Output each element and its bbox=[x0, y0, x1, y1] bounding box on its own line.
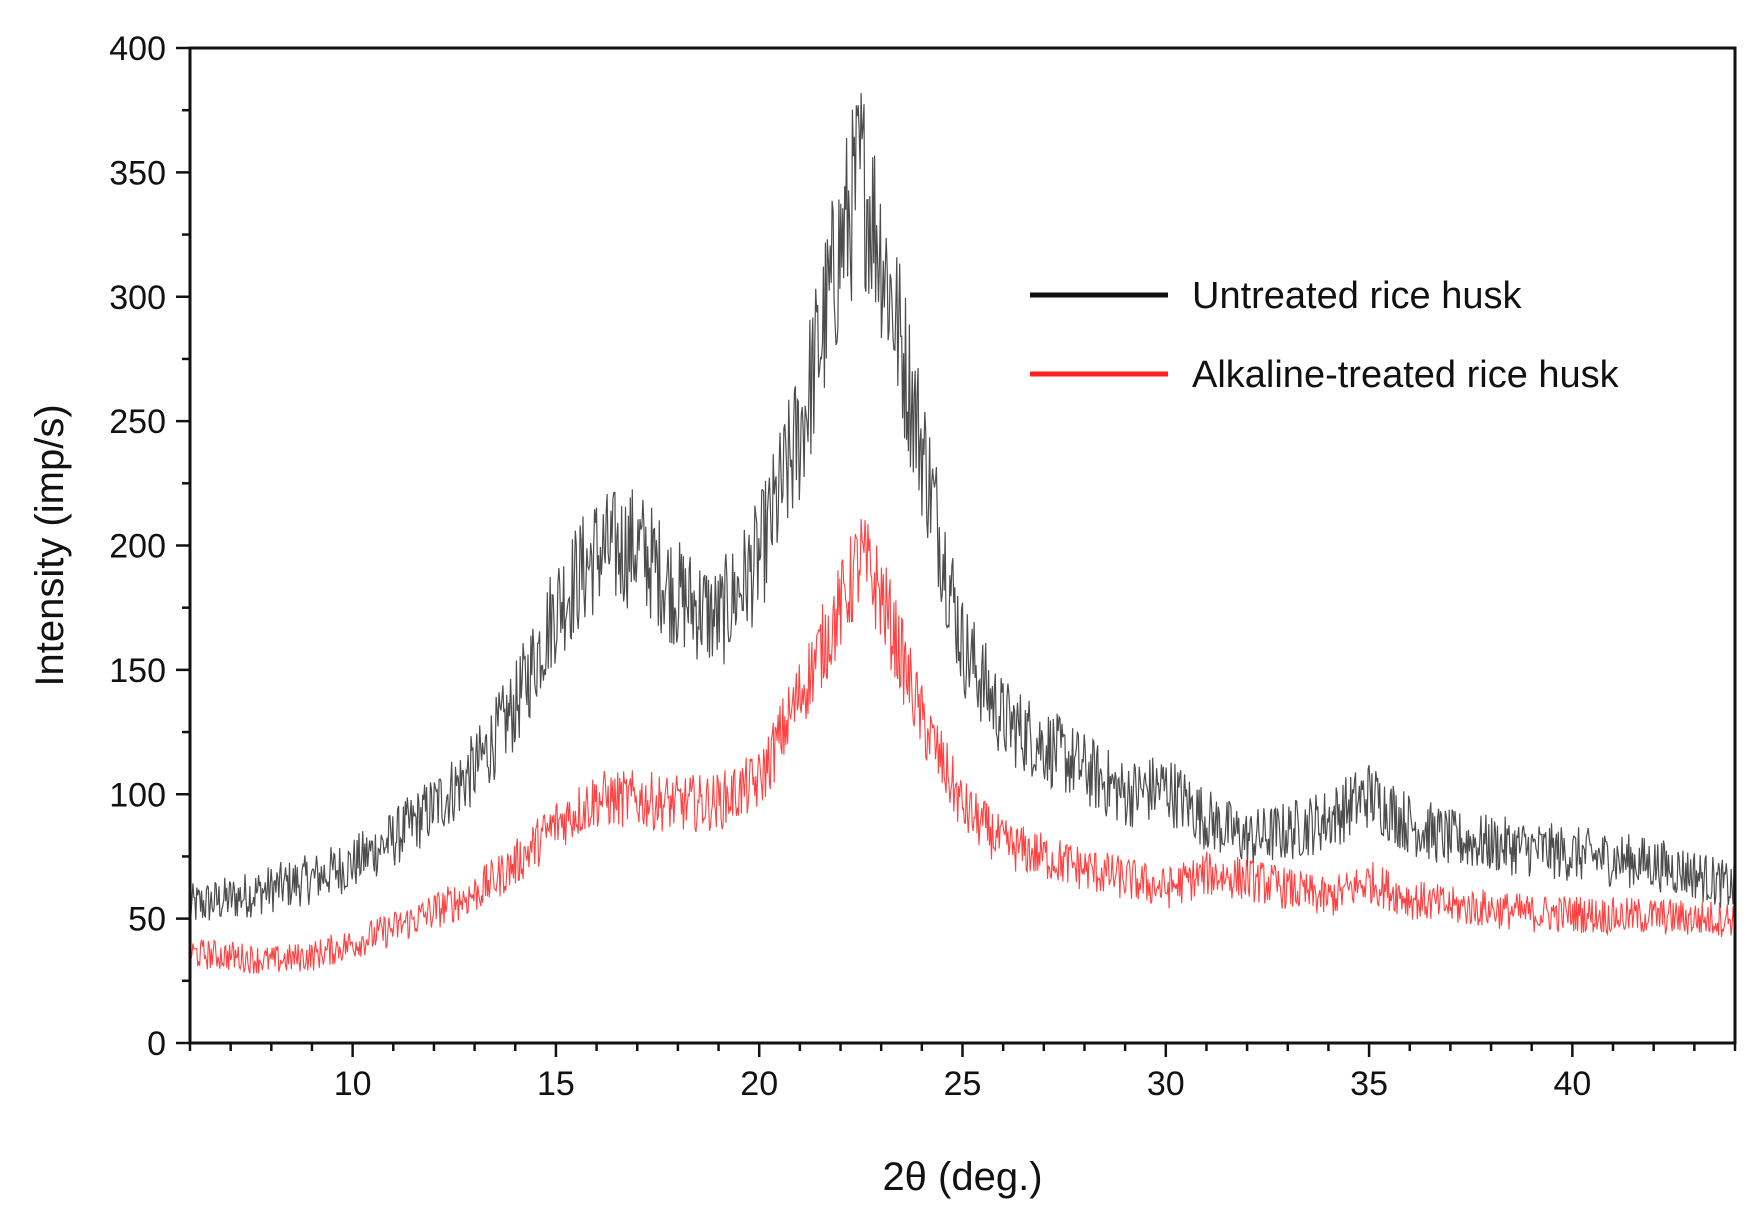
x-axis-title: 2θ (deg.) bbox=[882, 1155, 1042, 1199]
y-tick-label-50: 50 bbox=[128, 901, 166, 939]
series-line-alkaline-treated-rice-husk bbox=[190, 518, 1735, 974]
plot-frame bbox=[188, 46, 1737, 1045]
y-tick-label-200: 200 bbox=[109, 528, 166, 566]
y-tick-label-350: 350 bbox=[109, 154, 166, 192]
series-line-untreated-rice-husk bbox=[190, 92, 1735, 921]
y-tick-label-400: 400 bbox=[109, 30, 166, 68]
y-axis-title: Intensity (imp/s) bbox=[28, 404, 72, 686]
y-tick-label-250: 250 bbox=[109, 403, 166, 441]
legend-label-untreated-rice-husk: Untreated rice husk bbox=[1192, 275, 1522, 317]
x-axis: 10 15 20 25 30 35 40 bbox=[188, 1043, 1737, 1103]
x-tick-label-35: 35 bbox=[1350, 1065, 1388, 1103]
x-tick-label-15: 15 bbox=[537, 1065, 575, 1103]
x-tick-label-20: 20 bbox=[740, 1065, 778, 1103]
x-tick-label-40: 40 bbox=[1553, 1065, 1591, 1103]
y-axis: 0 50 100 150 200 250 300 350 400 bbox=[109, 30, 190, 1063]
legend-label-alkaline-treated-rice-husk: Alkaline-treated rice husk bbox=[1192, 354, 1620, 396]
x-tick-label-25: 25 bbox=[944, 1065, 982, 1103]
y-tick-label-0: 0 bbox=[147, 1025, 166, 1063]
x-tick-label-30: 30 bbox=[1147, 1065, 1185, 1103]
y-tick-label-300: 300 bbox=[109, 279, 166, 317]
x-tick-label-10: 10 bbox=[334, 1065, 372, 1103]
legend: Untreated rice husk Alkaline-treated rice… bbox=[1030, 275, 1620, 396]
y-tick-label-150: 150 bbox=[109, 652, 166, 690]
series-layer bbox=[190, 92, 1735, 974]
y-tick-label-100: 100 bbox=[109, 776, 166, 814]
